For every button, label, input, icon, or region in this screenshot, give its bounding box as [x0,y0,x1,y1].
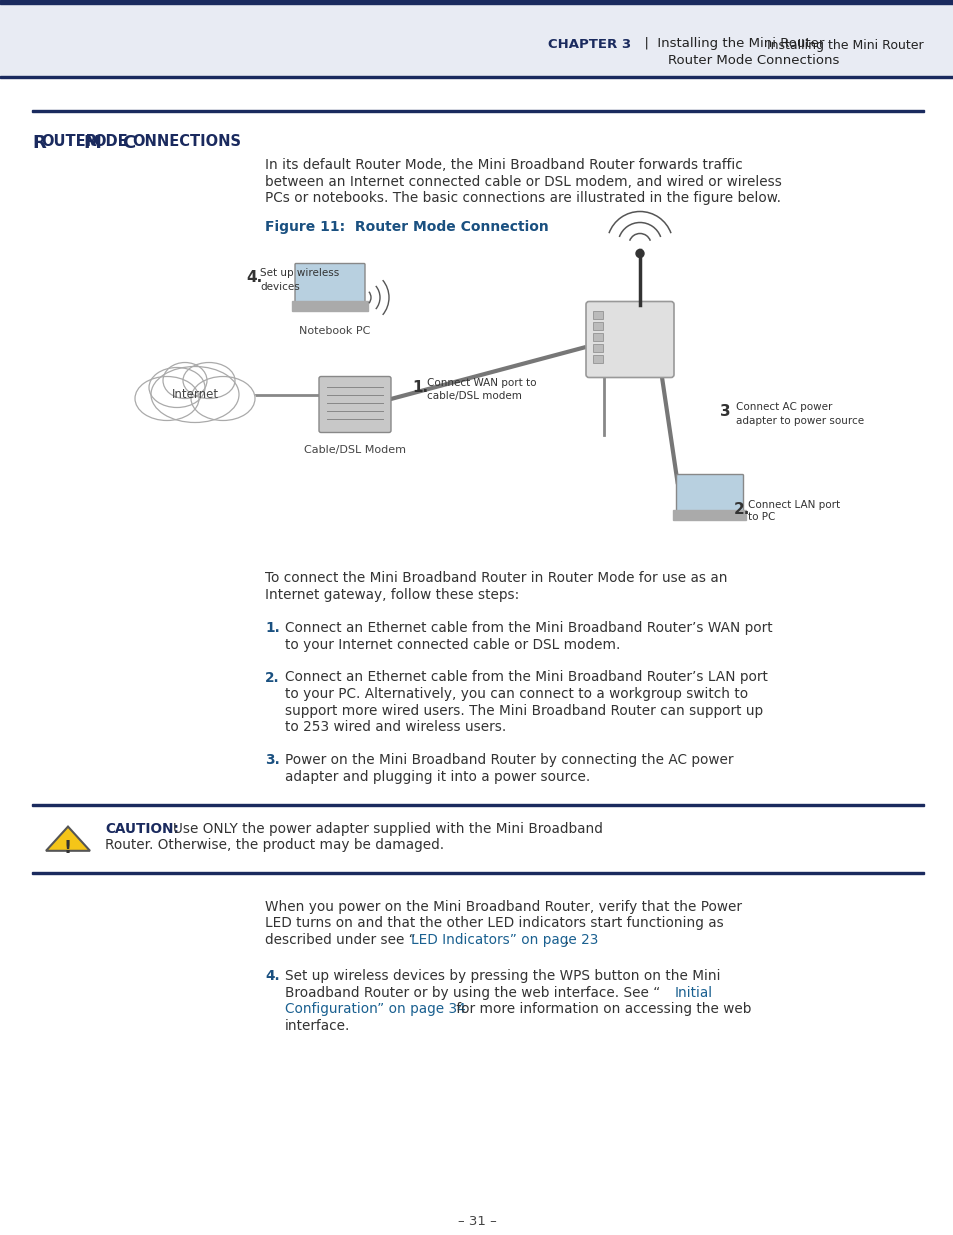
Text: ONNECTIONS: ONNECTIONS [132,135,240,149]
Text: 1.: 1. [265,621,279,635]
Text: |  Installing the Mini Router: | Installing the Mini Router [636,37,823,51]
Bar [0,4,953,77]
Text: – 31 –: – 31 – [457,1215,496,1228]
Text: 1.: 1. [412,379,428,394]
Text: Cable/DSL Modem: Cable/DSL Modem [304,445,406,454]
Bar [32,110,923,112]
Text: Power on the Mini Broadband Router by connecting the AC power: Power on the Mini Broadband Router by co… [285,753,733,767]
Text: interface.: interface. [285,1019,350,1032]
Text: for more information on accessing the web: for more information on accessing the we… [452,1002,751,1016]
Circle shape [636,249,643,258]
Text: Configuration” on page 34: Configuration” on page 34 [285,1002,465,1016]
Bar [673,510,745,520]
Text: CHAPTER 3: CHAPTER 3 [547,37,631,51]
Text: LED turns on and that the other LED indicators start functioning as: LED turns on and that the other LED indi… [265,916,723,930]
Text: Broadband Router or by using the web interface. See “: Broadband Router or by using the web int… [285,986,659,999]
Text: Use ONLY the power adapter supplied with the Mini Broadband: Use ONLY the power adapter supplied with… [172,821,602,836]
Polygon shape [46,826,90,851]
FancyBboxPatch shape [585,301,673,378]
FancyBboxPatch shape [318,377,391,432]
Text: R: R [32,135,46,152]
Bar [32,804,923,805]
Text: 2.: 2. [733,501,750,516]
Text: PCs or notebooks. The basic connections are illustrated in the figure below.: PCs or notebooks. The basic connections … [265,191,781,205]
Text: Set up wireless devices by pressing the WPS button on the Mini: Set up wireless devices by pressing the … [285,969,720,983]
Text: Notebook PC: Notebook PC [299,326,371,336]
Bar [593,354,602,363]
Text: Connect WAN port to: Connect WAN port to [427,378,536,388]
Ellipse shape [151,367,239,422]
Bar [0,0,953,4]
Bar [140,240,869,550]
Text: When you power on the Mini Broadband Router, verify that the Power: When you power on the Mini Broadband Rou… [265,900,741,914]
Text: adapter to power source: adapter to power source [735,415,863,426]
Ellipse shape [163,363,207,399]
Text: adapter and plugging it into a power source.: adapter and plugging it into a power sou… [285,769,590,783]
Bar [593,343,602,352]
Bar [292,300,368,310]
Text: support more wired users. The Mini Broadband Router can support up: support more wired users. The Mini Broad… [285,704,762,718]
Text: between an Internet connected cable or DSL modem, and wired or wireless: between an Internet connected cable or D… [265,174,781,189]
Text: ODE: ODE [93,135,128,149]
Text: Set up wireless: Set up wireless [260,268,339,279]
Text: Connect LAN port: Connect LAN port [747,499,840,510]
Bar [593,310,602,319]
Text: to PC: to PC [747,513,775,522]
Text: Connect AC power: Connect AC power [735,403,832,412]
Ellipse shape [191,377,254,420]
Text: Internet: Internet [172,388,218,401]
Text: described under see “: described under see “ [265,932,416,947]
Text: Router. Otherwise, the product may be damaged.: Router. Otherwise, the product may be da… [105,839,444,852]
Text: To connect the Mini Broadband Router in Router Mode for use as an: To connect the Mini Broadband Router in … [265,572,727,585]
FancyBboxPatch shape [676,474,742,513]
Text: Initial: Initial [675,986,713,999]
Text: Internet gateway, follow these steps:: Internet gateway, follow these steps: [265,588,518,601]
Text: LED Indicators” on page 23: LED Indicators” on page 23 [411,932,598,947]
Text: 4.: 4. [265,969,279,983]
Text: 3.: 3. [265,753,279,767]
Text: cable/DSL modem: cable/DSL modem [427,390,521,400]
Text: .: . [564,932,569,947]
Text: C: C [122,135,135,152]
Text: 2.: 2. [265,671,279,684]
Text: to 253 wired and wireless users.: to 253 wired and wireless users. [285,720,506,734]
Text: 4.: 4. [246,269,262,284]
Text: M: M [84,135,102,152]
Text: to your Internet connected cable or DSL modem.: to your Internet connected cable or DSL … [285,637,619,652]
Bar [32,872,923,874]
FancyBboxPatch shape [294,263,365,304]
Text: Connect an Ethernet cable from the Mini Broadband Router’s LAN port: Connect an Ethernet cable from the Mini … [285,671,767,684]
Ellipse shape [183,363,234,399]
Text: OUTER: OUTER [42,135,97,149]
Bar [0,75,953,78]
Text: devices: devices [260,282,299,291]
Ellipse shape [149,368,205,408]
Bar [593,321,602,330]
Text: Figure 11:  Router Mode Connection: Figure 11: Router Mode Connection [265,220,548,233]
Text: CAUTION:: CAUTION: [105,821,179,836]
Bar [593,332,602,341]
Text: to your PC. Alternatively, you can connect to a workgroup switch to: to your PC. Alternatively, you can conne… [285,687,747,701]
Text: Installing the Mini Router: Installing the Mini Router [766,40,923,53]
Text: Router Mode Connections: Router Mode Connections [667,53,839,67]
Text: Connect an Ethernet cable from the Mini Broadband Router’s WAN port: Connect an Ethernet cable from the Mini … [285,621,772,635]
Ellipse shape [135,377,199,420]
Text: 3: 3 [720,405,730,420]
Text: In its default Router Mode, the Mini Broadband Router forwards traffic: In its default Router Mode, the Mini Bro… [265,158,742,172]
Text: !: ! [64,839,72,857]
